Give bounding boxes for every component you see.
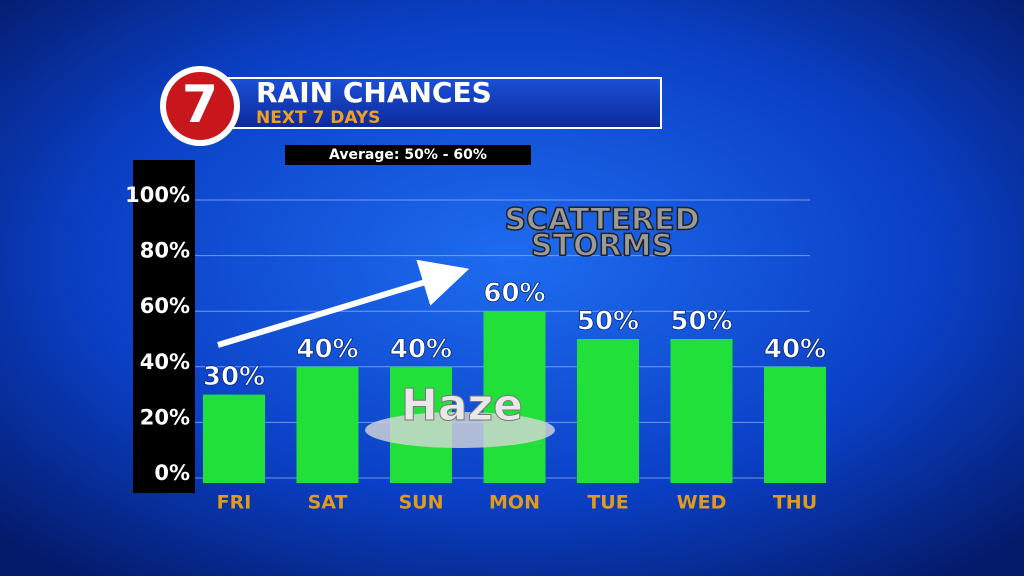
storm-label: STORMS <box>531 229 673 264</box>
y-tick-label: 20% <box>140 405 190 429</box>
y-tick-label: 0% <box>154 461 190 485</box>
chart-title: RAIN CHANCES <box>256 76 492 109</box>
bar <box>203 394 265 483</box>
logo-text: 7 <box>182 75 218 135</box>
x-tick-label: SUN <box>398 492 443 514</box>
bar <box>764 366 826 483</box>
value-label: 30% <box>203 362 265 392</box>
logo <box>166 72 234 140</box>
bar <box>483 311 546 483</box>
y-tick-label: 40% <box>140 350 190 374</box>
value-label: 50% <box>577 307 639 337</box>
y-tick-label: 60% <box>140 294 190 318</box>
x-tick-label: THU <box>773 492 817 514</box>
value-label: 40% <box>390 334 452 364</box>
haze-cloud <box>365 412 555 448</box>
bar <box>296 366 359 483</box>
x-tick-label: WED <box>677 492 727 514</box>
value-label: 50% <box>670 307 732 337</box>
trend-arrow <box>217 259 470 348</box>
x-tick-label: MON <box>489 492 540 514</box>
bar <box>577 339 639 483</box>
x-tick-label: FRI <box>217 492 252 514</box>
x-tick-label: SAT <box>308 492 348 514</box>
title-banner <box>224 77 662 129</box>
storm-label: SCATTERED <box>504 203 699 238</box>
chart-subtitle: NEXT 7 DAYS <box>256 108 380 128</box>
x-tick-label: TUE <box>587 492 628 514</box>
haze-label: Haze <box>401 380 523 431</box>
y-tick-label: 80% <box>140 239 190 263</box>
annotation-box <box>285 145 531 165</box>
bar <box>670 339 733 483</box>
value-label: 60% <box>483 279 545 309</box>
axis-panel <box>133 160 195 493</box>
value-label: 40% <box>296 334 358 364</box>
annotation: Average: 50% - 60% <box>329 147 487 163</box>
y-tick-label: 100% <box>125 183 190 207</box>
value-label: 40% <box>764 334 826 364</box>
